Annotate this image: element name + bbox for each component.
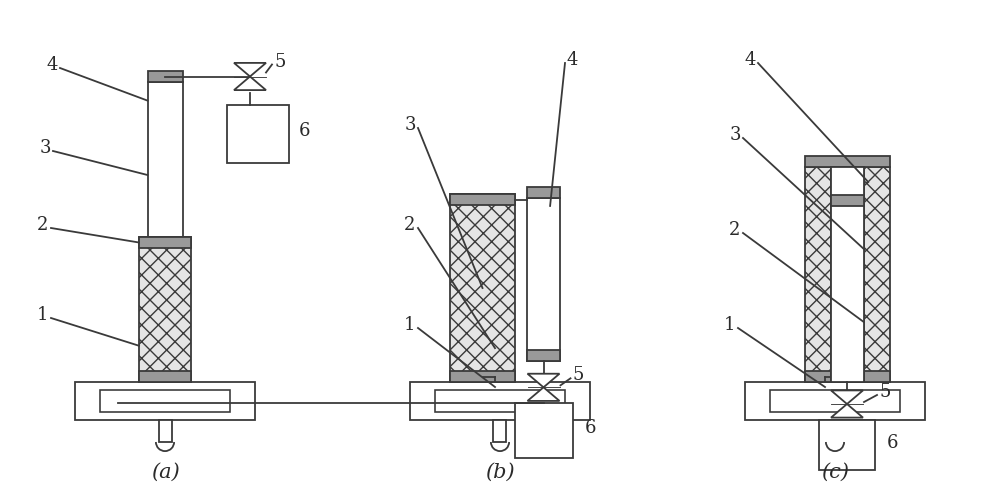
Bar [830, 195, 864, 206]
Polygon shape [831, 404, 863, 417]
Bar [450, 194, 515, 382]
Bar [75, 382, 255, 420]
Polygon shape [528, 374, 560, 387]
Text: 5: 5 [274, 52, 286, 71]
Bar [450, 371, 515, 382]
Text: 3: 3 [39, 139, 51, 157]
Text: 2: 2 [404, 216, 416, 234]
Text: 1: 1 [37, 306, 49, 324]
Bar [139, 237, 191, 248]
Bar [830, 167, 864, 382]
Bar [527, 198, 560, 361]
Text: 1: 1 [724, 316, 736, 334]
Bar [227, 104, 289, 163]
Text: 3: 3 [404, 116, 416, 134]
Text: 6: 6 [298, 122, 310, 140]
Text: 4: 4 [46, 56, 58, 74]
Bar [450, 194, 515, 205]
Polygon shape [234, 63, 266, 76]
Text: 5: 5 [879, 383, 891, 401]
Text: 5: 5 [573, 367, 584, 384]
Text: 1: 1 [404, 316, 416, 334]
Text: 6: 6 [887, 434, 898, 451]
Bar [804, 167, 890, 382]
Polygon shape [234, 76, 266, 90]
Text: (b): (b) [485, 463, 515, 482]
Bar [410, 382, 590, 420]
Bar [435, 390, 565, 412]
Text: (c): (c) [821, 463, 849, 482]
Bar [828, 420, 842, 442]
Bar [527, 187, 560, 198]
Text: (a): (a) [151, 463, 179, 482]
Bar [770, 390, 900, 412]
Text: 2: 2 [37, 216, 49, 234]
Bar [158, 420, 172, 442]
Bar [139, 371, 191, 382]
Bar [139, 237, 191, 382]
Bar [819, 420, 874, 470]
Text: 6: 6 [585, 419, 596, 437]
Bar [493, 420, 506, 442]
Bar [830, 167, 864, 382]
Bar [745, 382, 925, 420]
Text: 4: 4 [744, 51, 756, 69]
Bar [514, 403, 572, 458]
Text: 2: 2 [729, 221, 741, 239]
Text: 4: 4 [566, 51, 578, 69]
Bar [804, 156, 890, 167]
Polygon shape [528, 387, 560, 401]
Bar [804, 371, 890, 382]
Bar [527, 350, 560, 361]
Bar [148, 82, 182, 237]
Bar [100, 390, 230, 412]
Bar [148, 71, 182, 82]
Text: 3: 3 [729, 126, 741, 144]
Polygon shape [831, 391, 863, 404]
